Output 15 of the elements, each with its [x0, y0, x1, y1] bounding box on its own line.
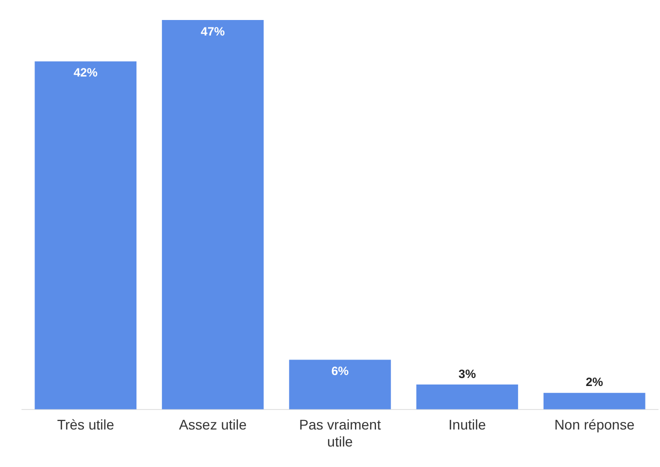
bar [34, 61, 136, 410]
data-label: 6% [331, 364, 349, 378]
data-label: 47% [200, 24, 226, 38]
x-tick-label: Assez utile [178, 416, 247, 433]
x-tick-label: Pas vraiment utile [299, 416, 381, 450]
bar [416, 384, 518, 410]
data-label: 42% [74, 66, 98, 80]
x-tick-label: Très utile [57, 416, 114, 433]
data-label: 2% [586, 375, 604, 390]
x-tick-label: Non réponse [554, 416, 635, 433]
bar [544, 392, 646, 410]
bar [162, 20, 264, 410]
bar [289, 360, 391, 410]
data-label: 3% [458, 366, 476, 381]
x-tick-label: Inutile [448, 416, 486, 433]
